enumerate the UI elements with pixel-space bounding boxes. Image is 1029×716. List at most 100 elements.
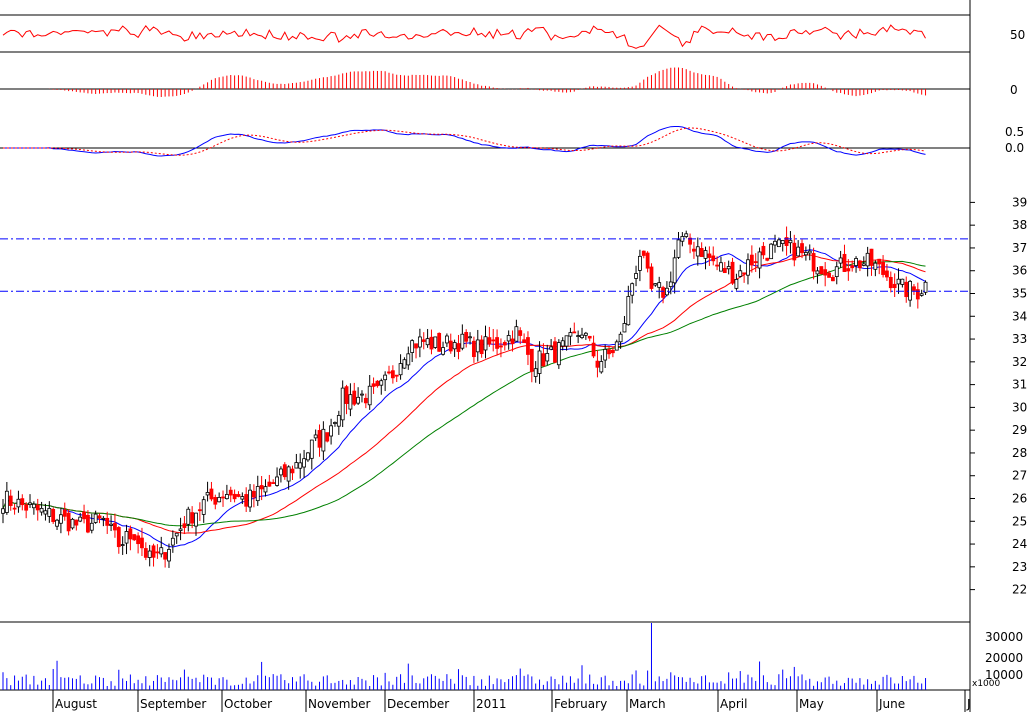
candle-body [742, 272, 747, 275]
candle-body [885, 270, 889, 278]
candle-body [583, 332, 588, 336]
volume-tick-30000: 30000 [985, 630, 1023, 644]
candle-body [101, 517, 106, 520]
candle-body [298, 462, 303, 469]
rsi-tick-50: 50 [1010, 28, 1025, 42]
candle-body [286, 466, 291, 482]
candle-body [116, 527, 121, 548]
candle-body [502, 341, 507, 346]
candle-body [321, 428, 326, 452]
candle-body [275, 476, 279, 486]
candle-body [788, 239, 793, 244]
candle-body [379, 380, 384, 386]
candle-body [47, 508, 52, 517]
candle-body [865, 252, 870, 267]
candle-body [842, 253, 847, 272]
month-label: August [55, 697, 97, 711]
candle-body [128, 528, 133, 540]
candle-body [140, 537, 144, 549]
candle-body [479, 339, 484, 355]
candle-body [147, 550, 152, 558]
candle-body [390, 370, 395, 379]
candle-body [850, 265, 855, 269]
candle-body [302, 458, 306, 468]
candle-body [232, 493, 237, 500]
candle-body [8, 495, 13, 506]
candle-body [645, 252, 650, 269]
candle-body [676, 239, 681, 258]
candle-body [248, 489, 252, 508]
candle-body [769, 243, 774, 260]
candle-body [398, 363, 403, 376]
candle-body [896, 278, 901, 285]
candle-body [730, 261, 735, 284]
candle-body [1, 508, 5, 514]
price-tick-label: 29 [1012, 423, 1027, 437]
volume-unit: x1000 [972, 679, 1001, 689]
month-label: December [387, 697, 449, 711]
axes: 22 23 24 25 26 27 28 29 30 31 32 33 34 35 36 37 38 39 Augu… [0, 195, 1027, 712]
price-tick-label: 22 [1012, 583, 1027, 597]
candle-body [329, 425, 334, 437]
candle-body [309, 439, 314, 459]
candle-body [221, 496, 225, 499]
candle-body [495, 337, 499, 349]
ma-mid-line [2, 254, 926, 534]
candle-body [105, 517, 110, 526]
candle-body [780, 240, 785, 245]
candle-body [70, 518, 75, 529]
price-tick-label: 33 [1012, 332, 1027, 346]
candle-body [541, 353, 546, 367]
ma-short-line [2, 249, 926, 548]
candle-body [344, 386, 349, 404]
candle-body [634, 273, 638, 279]
candle-body [444, 335, 449, 344]
candle-body [815, 270, 820, 275]
candle-body [414, 343, 418, 349]
candle-body [174, 532, 179, 537]
candle-body [143, 548, 148, 558]
candle-body [12, 507, 17, 510]
candle-body [194, 512, 198, 527]
candle-body [279, 468, 283, 476]
candle-body [746, 259, 750, 276]
candle-body [417, 336, 422, 348]
candle-body [82, 511, 86, 520]
candle-body [468, 336, 472, 339]
candle-body [661, 287, 665, 298]
candle-body [726, 266, 731, 270]
month-label: November [308, 697, 370, 711]
candle-body [294, 462, 299, 469]
candle-body [572, 331, 577, 334]
price-tick-label: 31 [1012, 378, 1027, 392]
candle-body [499, 345, 503, 348]
candle-body [356, 396, 361, 404]
candle-body [514, 326, 519, 342]
candle-body [460, 333, 465, 349]
candle-body [618, 333, 623, 343]
candle-body [113, 523, 117, 531]
candle-body [217, 496, 222, 503]
candle-body [132, 534, 137, 541]
candle-body [792, 242, 797, 261]
candle-body [155, 551, 160, 554]
candle-body [186, 508, 191, 525]
candle-body [900, 278, 905, 285]
candle-body [394, 374, 399, 377]
candle-body [86, 514, 90, 533]
candle-body [163, 552, 168, 560]
candle-body [4, 490, 9, 513]
candle-body [614, 341, 619, 351]
candle-body [765, 257, 770, 261]
candle-body [888, 276, 893, 289]
macd-signal-line [3, 127, 926, 156]
candle-body [170, 537, 175, 546]
candle-body [290, 468, 295, 474]
candle-body [375, 380, 380, 387]
candle-body [630, 283, 635, 296]
candle-body [240, 496, 245, 500]
candle-body [448, 340, 453, 352]
month-label: April [720, 697, 747, 711]
candle-body [807, 250, 812, 254]
month-label: March [629, 697, 666, 711]
